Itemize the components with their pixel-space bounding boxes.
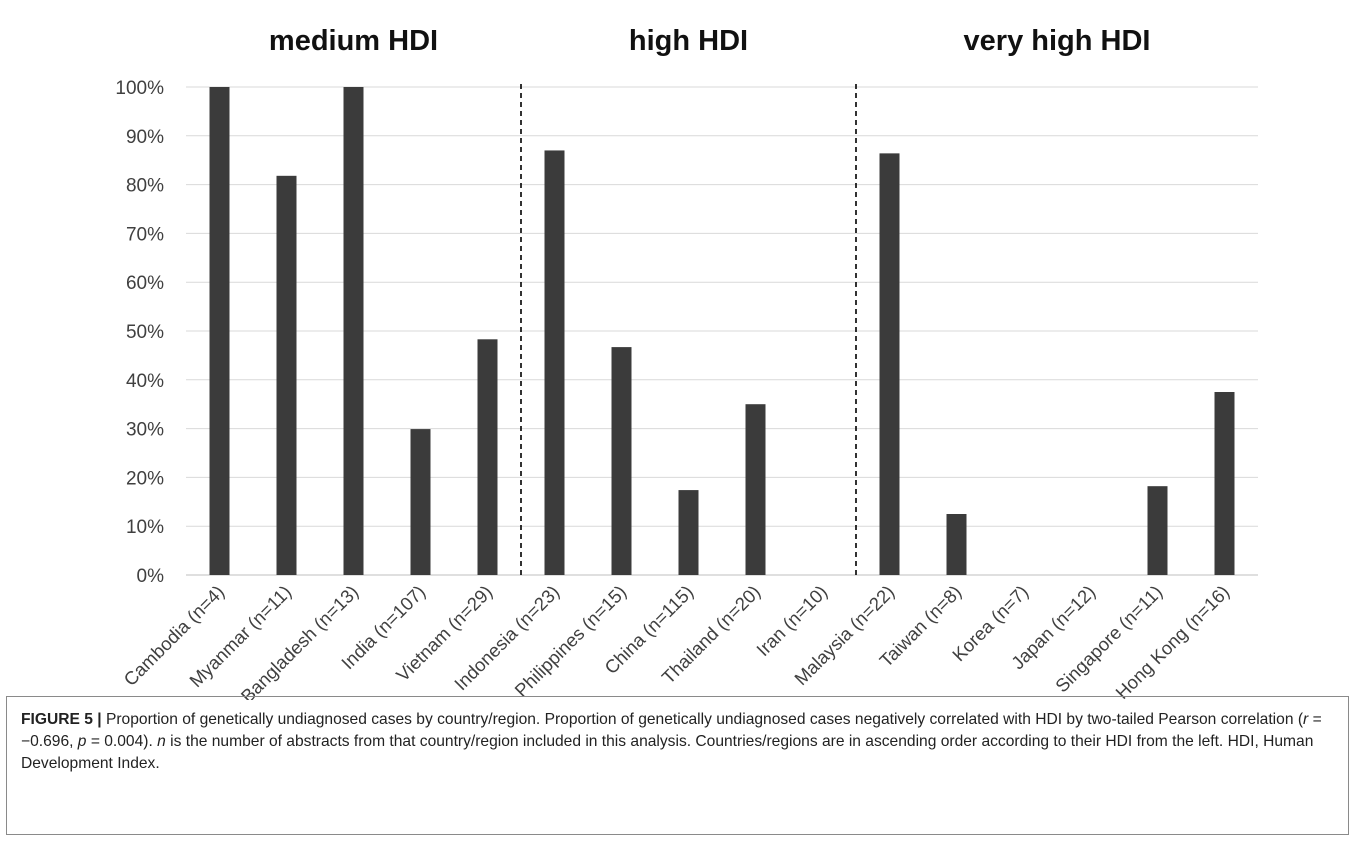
- y-tick-label: 20%: [126, 468, 164, 489]
- y-tick-label: 40%: [126, 371, 164, 392]
- bar: [879, 153, 900, 576]
- bar-chart-svg: 0% 10% 20% 30% 40% 50% 60% 70% 80% 90% 100% Cambod…: [115, 25, 1258, 700]
- y-tick-label: 60%: [126, 273, 164, 294]
- y-tick-label: 50%: [126, 322, 164, 343]
- bars: [209, 87, 1235, 576]
- bar: [410, 429, 431, 575]
- x-tick-label: Hong Kong (n=16): [1111, 581, 1233, 700]
- bar: [544, 150, 565, 575]
- caption-p-symbol: p: [77, 733, 87, 750]
- y-tick-label: 70%: [126, 224, 164, 245]
- bar: [477, 339, 498, 575]
- bar: [678, 490, 699, 575]
- bar: [611, 347, 632, 575]
- caption-n-symbol: n: [157, 733, 166, 750]
- y-tick-label: 100%: [115, 78, 164, 99]
- y-tick-label: 30%: [126, 420, 164, 441]
- x-tick-label: Philippines (n=15): [510, 581, 630, 700]
- group-headers: medium HDI high HDI very high HDI: [269, 25, 1151, 57]
- y-tick-label: 0%: [137, 566, 165, 587]
- y-tick-label: 80%: [126, 176, 164, 197]
- bar: [276, 175, 297, 576]
- caption-p-value: = 0.004).: [86, 733, 158, 750]
- bar: [1214, 392, 1235, 575]
- figure-caption: FIGURE 5 | Proportion of genetically und…: [6, 696, 1349, 835]
- group-header-label: high HDI: [629, 25, 748, 57]
- y-tick-label: 90%: [126, 127, 164, 148]
- bar: [343, 87, 364, 575]
- bar: [946, 514, 967, 575]
- caption-text-2: is the number of abstracts from that cou…: [21, 733, 1314, 772]
- y-axis-ticks: 0% 10% 20% 30% 40% 50% 60% 70% 80% 90% 100%: [115, 78, 164, 587]
- chart: 0% 10% 20% 30% 40% 50% 60% 70% 80% 90% 100% Cambod…: [115, 25, 1258, 700]
- caption-r-symbol: r: [1303, 711, 1309, 728]
- y-tick-label: 10%: [126, 517, 164, 538]
- caption-r-value: = −0.696,: [21, 711, 1322, 750]
- group-separators: [520, 84, 857, 575]
- x-tick-label: Bangladesh (n=13): [237, 581, 363, 700]
- group-header-label: medium HDI: [269, 25, 438, 57]
- bar: [209, 87, 230, 575]
- gridlines: [186, 86, 1258, 576]
- figure-label: FIGURE 5 |: [21, 711, 102, 728]
- x-axis-labels: Cambodia (n=4)Myanmar (n=11)Bangladesh (…: [119, 581, 1233, 700]
- bar: [745, 404, 766, 575]
- caption-text-1: Proportion of genetically undiagnosed ca…: [101, 711, 1304, 728]
- group-header-label: very high HDI: [964, 25, 1151, 57]
- bar: [1147, 486, 1168, 575]
